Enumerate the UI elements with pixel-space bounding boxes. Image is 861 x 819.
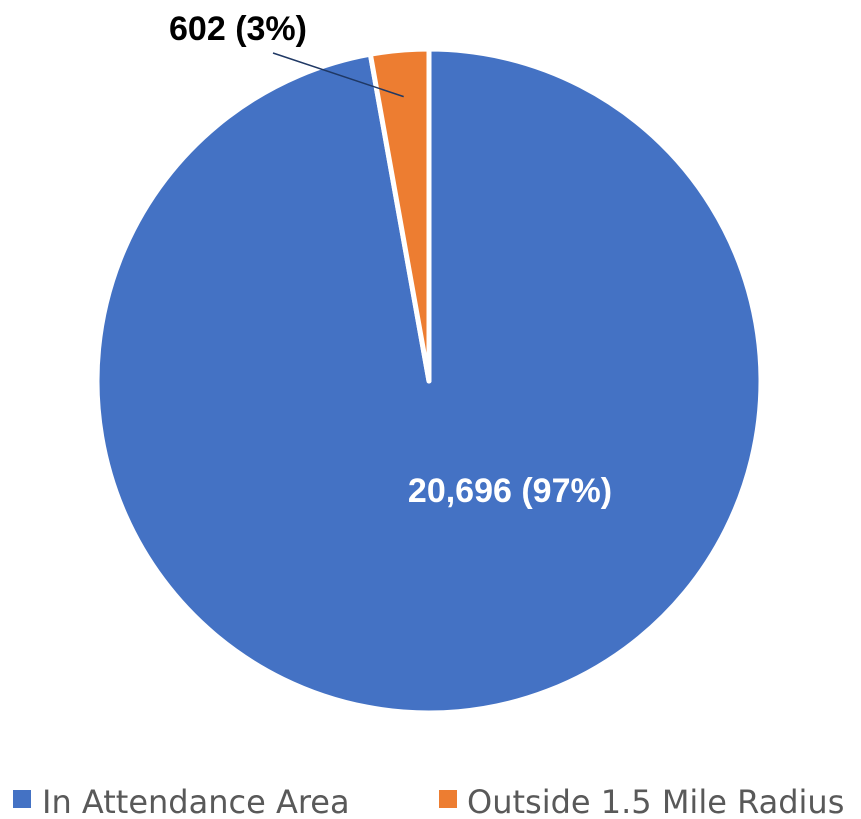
legend: In Attendance Area Outside 1.5 Mile Radi… [13, 783, 844, 819]
data-labels: 20,696 (97%) 602 (3%) [169, 10, 612, 510]
legend-label-outside-1-5-mile-radius: Outside 1.5 Mile Radius [467, 783, 844, 819]
legend-label-in-attendance-area: In Attendance Area [42, 783, 350, 819]
pie-slice-outside-1-5-mile-radius [367, 46, 432, 384]
pie-slices [94, 46, 764, 716]
legend-swatch-in-attendance-area [13, 790, 31, 808]
data-label-outside-1-5-mile-radius: 602 (3%) [169, 10, 307, 48]
legend-swatch-outside-1-5-mile-radius [439, 790, 457, 808]
data-label-in-attendance-area: 20,696 (97%) [408, 472, 612, 510]
leader-line [272, 52, 404, 98]
